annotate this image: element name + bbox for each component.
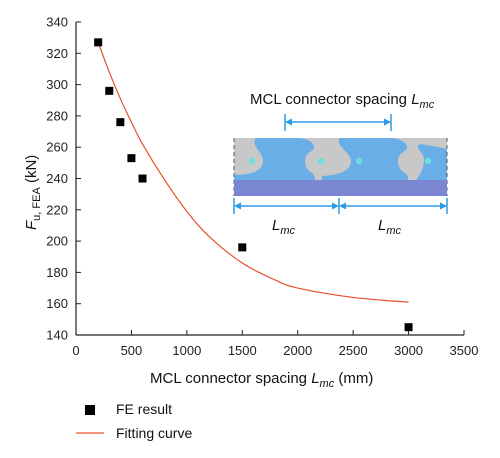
legend-label-fe-result: FE result	[116, 401, 172, 417]
y-axis-title: Fu, FEA (kN)	[23, 155, 43, 230]
y-tick-label: 200	[46, 234, 68, 249]
y-tick-label: 240	[46, 171, 68, 186]
x-tick-label: 500	[121, 343, 143, 358]
fe-result-point	[116, 118, 125, 127]
inset-dot-2	[317, 157, 325, 165]
y-tick-label: 220	[46, 202, 68, 217]
y-tick-label: 160	[46, 296, 68, 311]
inset-title: MCL connector spacing Lmc	[250, 91, 435, 111]
x-ticks: 0 500 1000 1500 2000 2500 3000 3500	[72, 330, 478, 358]
y-ticks: 140 160 180 200 220 240 260 280 300 320 340	[46, 15, 81, 343]
x-tick-label: 1000	[172, 343, 201, 358]
x-tick-label: 3000	[394, 343, 423, 358]
fe-result-point	[94, 38, 103, 47]
y-tick-label: 280	[46, 108, 68, 123]
plot-area: 0 500 1000 1500 2000 2500 3000 3500 140 160 180 20…	[46, 15, 478, 359]
inset-connector-2	[322, 138, 408, 182]
inset-beam	[234, 180, 447, 196]
x-axis-title: MCL connector spacing Lmc (mm)	[150, 370, 373, 390]
inset-top-dimension	[284, 114, 392, 131]
inset-connector-1	[234, 138, 315, 182]
fe-result-point	[105, 86, 114, 95]
legend-marker-fe-result	[85, 405, 95, 415]
x-tick-label: 2500	[339, 343, 368, 358]
series-layer	[94, 38, 413, 332]
inset-schematic: MCL connector spacing Lmc	[233, 91, 448, 237]
y-tick-label: 300	[46, 77, 68, 92]
fe-result-point	[404, 323, 413, 332]
fe-result-point	[138, 174, 147, 183]
x-tick-label: 1500	[228, 343, 257, 358]
y-tick-label: 140	[46, 328, 68, 343]
inset-dim-label-2: Lmc	[378, 217, 402, 237]
fitting-curve-line	[97, 42, 409, 303]
y-tick-label: 180	[46, 265, 68, 280]
y-tick-label: 260	[46, 140, 68, 155]
fe-result-point	[238, 243, 247, 252]
x-tick-label: 0	[72, 343, 79, 358]
legend: FE result Fitting curve	[76, 401, 192, 441]
y-tick-label: 340	[46, 15, 68, 30]
fe-result-point	[127, 154, 136, 163]
x-tick-label: 2000	[283, 343, 312, 358]
y-tick-label: 320	[46, 46, 68, 61]
inset-connector-3	[414, 144, 447, 182]
inset-dot-4	[424, 157, 432, 165]
legend-label-fitting-curve: Fitting curve	[116, 425, 192, 441]
inset-dot-3	[355, 157, 363, 165]
inset-dim-label-1: Lmc	[272, 217, 296, 237]
x-tick-label: 3500	[450, 343, 479, 358]
inset-bottom-dimension	[233, 198, 448, 214]
inset-dot-1	[248, 157, 256, 165]
